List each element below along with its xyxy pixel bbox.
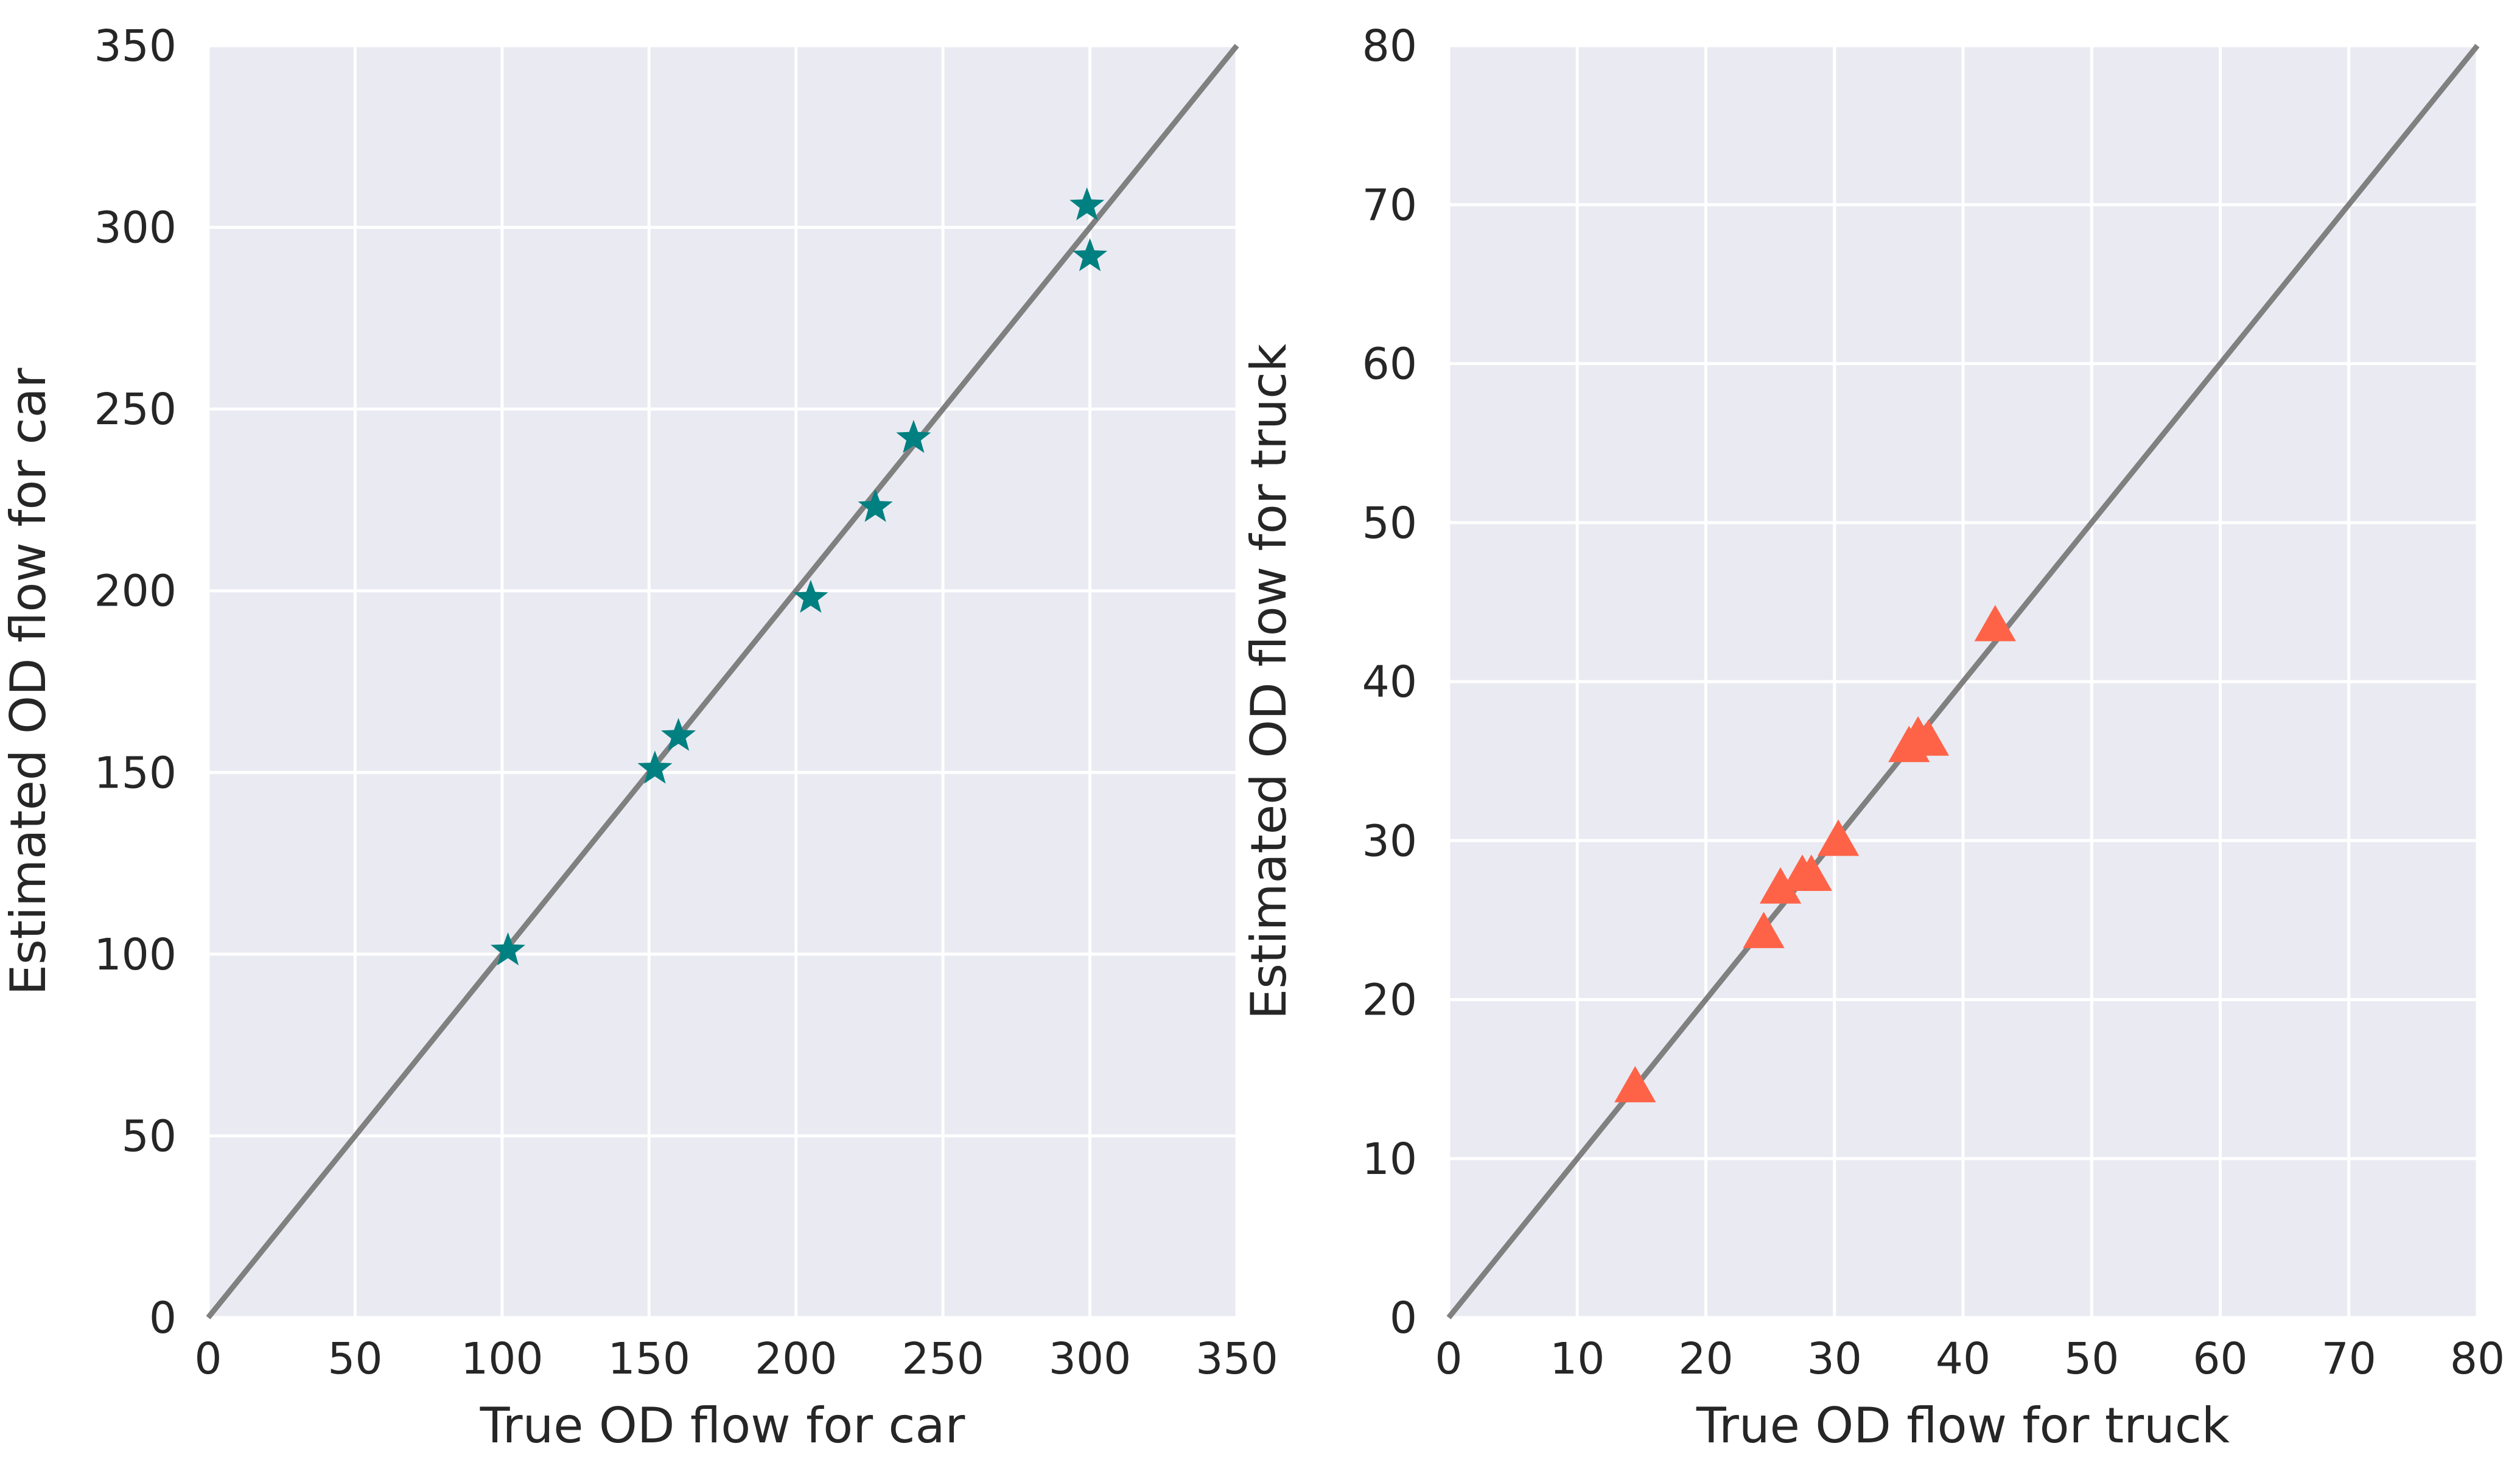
y-tick-label: 10 — [1362, 1134, 1417, 1184]
data-point-star — [637, 750, 673, 784]
data-point-triangle — [1817, 819, 1860, 856]
y-tick-label: 200 — [94, 566, 177, 616]
x-tick-label: 350 — [1195, 1333, 1278, 1384]
x-tick-label: 250 — [901, 1333, 984, 1384]
x-tick-label: 40 — [1936, 1333, 1990, 1384]
y-axis-label: Estimated OD flow for car — [0, 368, 57, 995]
data-point-triangle — [1614, 1066, 1656, 1103]
data-point-star — [661, 718, 696, 751]
y-tick-label: 70 — [1362, 180, 1417, 230]
data-point-star — [1069, 187, 1105, 220]
y-tick-label: 0 — [1390, 1293, 1417, 1343]
car-od-flow-chart: 0 50 100 150 200 250 300 350 0 50 100 150 200 250 300 3… — [0, 21, 1278, 1454]
y-tick-label: 250 — [94, 384, 177, 435]
y-axis-label: Estimated OD flow for truck — [1241, 343, 1297, 1019]
x-tick-label: 0 — [1435, 1333, 1462, 1384]
x-tick-label: 50 — [2064, 1333, 2119, 1384]
y-tick-label: 80 — [1362, 21, 1417, 71]
x-tick-label: 70 — [2322, 1333, 2376, 1384]
y-tick-label: 100 — [94, 929, 177, 980]
x-axis-label: True OD flow for car — [480, 1397, 965, 1454]
y-tick-label: 150 — [94, 747, 177, 798]
data-point-triangle — [1743, 912, 1785, 948]
data-point-star — [491, 932, 525, 966]
data-point-triangle — [1907, 719, 1950, 756]
y-tick-label: 50 — [122, 1111, 177, 1161]
x-tick-label: 150 — [608, 1333, 691, 1384]
truck-od-flow-chart: 0 10 20 30 40 50 60 70 80 0 10 20 30 40 50 60 70 80 True O… — [1241, 21, 2505, 1454]
x-tick-label: 50 — [327, 1333, 382, 1384]
x-tick-label: 30 — [1807, 1333, 1862, 1384]
y-tick-label: 50 — [1362, 498, 1417, 548]
x-tick-label: 0 — [194, 1333, 222, 1384]
data-point-triangle — [1790, 854, 1832, 891]
data-point-star — [793, 579, 828, 613]
identity-line — [206, 44, 1239, 1319]
y-tick-label: 60 — [1362, 339, 1417, 389]
x-tick-label: 60 — [2193, 1333, 2247, 1384]
y-tick-label: 40 — [1362, 657, 1417, 707]
data-point-triangle — [1759, 867, 1802, 904]
x-tick-label: 200 — [755, 1333, 838, 1384]
x-tick-label: 300 — [1049, 1333, 1132, 1384]
y-tick-label: 30 — [1362, 816, 1417, 866]
x-tick-label: 100 — [461, 1333, 544, 1384]
data-point-star — [858, 489, 893, 522]
data-point-triangle — [1974, 604, 2016, 641]
data-point-star — [896, 419, 931, 453]
x-axis-label: True OD flow for truck — [1696, 1397, 2230, 1454]
identity-line — [1446, 44, 2480, 1319]
y-tick-label: 300 — [94, 203, 177, 253]
y-tick-label: 20 — [1362, 975, 1417, 1025]
data-point-star — [1073, 238, 1108, 271]
y-tick-label: 0 — [149, 1293, 177, 1343]
y-tick-label: 350 — [94, 21, 177, 71]
x-tick-label: 10 — [1550, 1333, 1605, 1384]
x-tick-label: 80 — [2450, 1333, 2505, 1384]
x-tick-label: 20 — [1678, 1333, 1733, 1384]
